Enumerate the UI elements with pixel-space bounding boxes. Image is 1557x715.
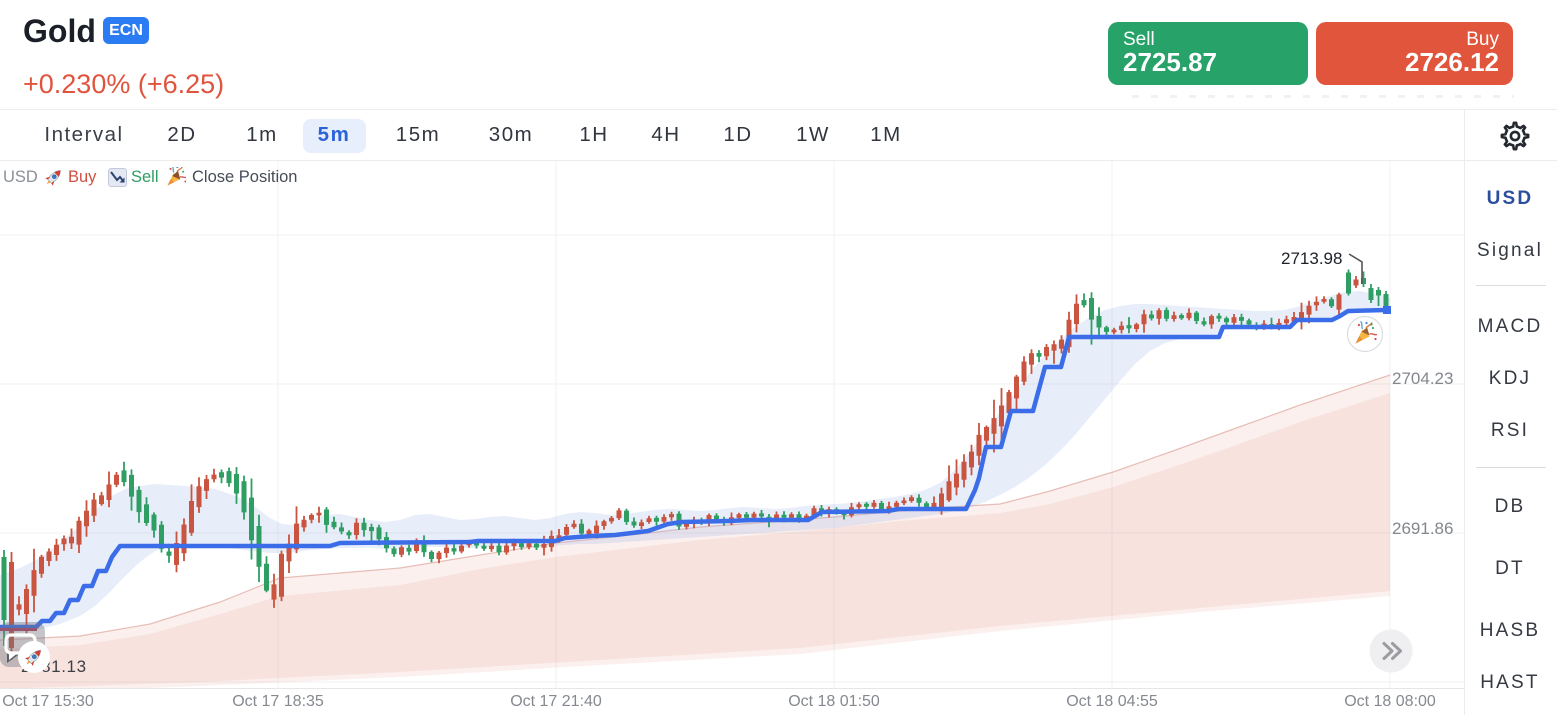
svg-text:2704.23: 2704.23 — [1392, 369, 1453, 388]
svg-text:2691.86: 2691.86 — [1392, 519, 1453, 538]
svg-text:2713.98: 2713.98 — [1281, 249, 1342, 268]
